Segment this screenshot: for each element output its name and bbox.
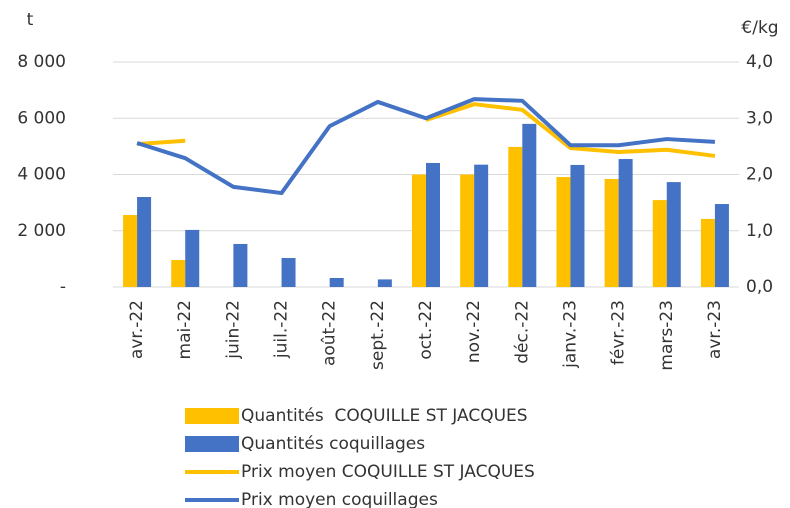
bar [137,197,152,287]
x-tick-label: juil.-22 [272,300,292,359]
legend-swatch [185,436,239,452]
bar [618,159,633,287]
x-tick-label: juin-22 [223,300,243,360]
y-tick-label: 8 000 [17,52,66,72]
bar [508,146,523,287]
legend-swatch [185,408,239,424]
y-tick-label: 2 000 [17,221,66,241]
bar [185,229,200,287]
bar [123,215,138,287]
x-tick-label: janv.-23 [560,300,580,369]
y-tick-label: 6 000 [17,108,66,128]
bar [522,123,537,287]
bar [281,258,296,287]
bar [171,260,186,287]
x-tick-label: déc.-22 [512,300,532,364]
y2-tick-label: 3,0 [746,108,773,128]
bar [377,279,392,287]
line [136,102,716,158]
x-tick-label: févr.-23 [609,300,629,365]
bar [412,174,426,287]
bar [714,204,729,287]
x-tick-label: sept.-22 [368,300,388,370]
bar [329,278,344,287]
bar [666,182,681,287]
legend-label: Quantités COQUILLE ST JACQUES [241,406,528,426]
y2-tick-label: 4,0 [746,52,773,72]
y-tick-label: - [60,277,66,297]
x-tick-label: avr.-23 [705,300,725,359]
x-tick-label: nov.-22 [464,300,484,363]
bar [570,164,585,287]
y2-tick-label: 2,0 [746,165,773,185]
bar [233,243,248,287]
x-tick-label: oct.-22 [416,300,436,360]
bar [460,174,475,287]
line [136,97,716,196]
x-tick-label: mai-22 [175,300,195,359]
y2-axis-label: €/kg [741,18,778,38]
x-tick-label: mars-23 [657,300,677,371]
bar [474,164,489,287]
bar [652,200,667,287]
bar [426,162,440,287]
y2-tick-label: 1,0 [746,221,773,241]
x-tick-label: août-22 [320,300,340,366]
bar [604,179,619,287]
bar [700,218,715,287]
x-tick-label: avr.-22 [127,300,147,359]
y2-tick-label: 0,0 [746,277,773,297]
legend-label: Quantités coquillages [241,434,425,454]
y-tick-label: 4 000 [17,165,66,185]
bar [556,177,571,287]
y-axis-label: t [27,10,34,30]
legend-label: Prix moyen COQUILLE ST JACQUES [241,462,535,482]
legend-label: Prix moyen coquillages [241,490,438,508]
